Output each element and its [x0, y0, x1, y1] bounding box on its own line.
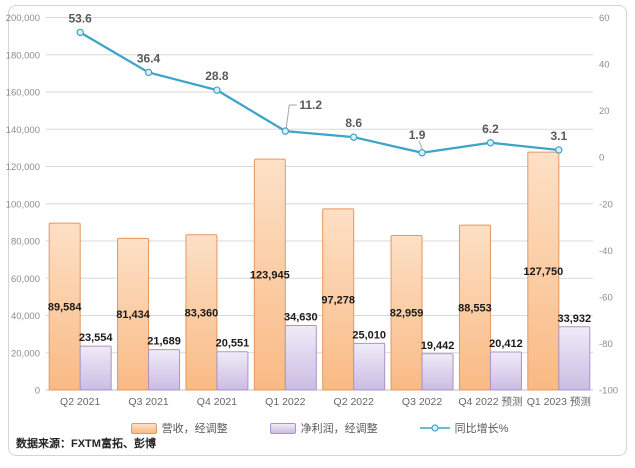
revenue-value-label: 127,750: [523, 266, 563, 278]
growth-line-swatch-icon: [419, 424, 450, 432]
left-axis-tick-label: 0: [35, 386, 40, 397]
legend-label-revenue: 营收，经调整: [161, 423, 228, 435]
category-label: Q1 2022: [265, 396, 305, 408]
bar-revenue: [458, 224, 491, 391]
bar-revenue: [117, 237, 150, 391]
bar-net-profit: [148, 349, 181, 391]
right-axis-tick-label: 0: [599, 153, 604, 164]
net-profit-value-label: 20,551: [216, 338, 250, 350]
growth-value-label: 8.6: [345, 116, 362, 130]
revenue-value-label: 97,278: [321, 294, 355, 306]
category-label: Q2 2021: [60, 396, 100, 408]
bar-net-profit: [284, 325, 317, 391]
left-axis-tick-label: 100,000: [6, 199, 40, 210]
left-axis-tick-label: 80,000: [11, 237, 40, 248]
right-axis-tick-label: 40: [599, 60, 610, 71]
bar-net-profit: [489, 351, 522, 391]
right-axis-tick-label: -40: [599, 246, 613, 257]
category-label: Q4 2021: [197, 396, 237, 408]
growth-marker-icon: [555, 146, 563, 154]
revenue-value-label: 89,584: [48, 302, 83, 314]
growth-marker-icon: [418, 149, 426, 157]
legend-label-net-profit: 净利润，经调整: [300, 423, 378, 435]
legend-item-net-profit: 净利润，经调整: [269, 420, 378, 436]
net-profit-swatch-icon: [269, 422, 296, 434]
bar-revenue: [48, 222, 81, 391]
legend-label-growth: 同比增长%: [454, 423, 509, 435]
growth-marker-icon: [486, 139, 495, 147]
bar-revenue: [322, 208, 355, 391]
bar-net-profit: [79, 345, 112, 391]
left-axis-tick-label: 180,000: [6, 50, 40, 61]
revenue-value-label: 83,360: [185, 307, 219, 319]
right-axis-tick-label: -60: [599, 292, 613, 303]
callout-leader-line: [418, 140, 423, 150]
left-axis-tick-label: 20,000: [11, 348, 40, 359]
left-axis-tick-label: 140,000: [6, 125, 40, 136]
left-axis-tick-label: 160,000: [6, 88, 40, 99]
bar-revenue: [253, 158, 286, 391]
right-axis-tick-label: -100: [599, 386, 618, 397]
bar-net-profit: [216, 351, 249, 391]
bar-revenue: [185, 234, 218, 391]
net-profit-value-label: 20,412: [489, 338, 523, 350]
right-axis-tick-label: -80: [599, 339, 613, 350]
growth-marker-icon: [76, 28, 84, 37]
growth-marker-icon: [213, 86, 221, 94]
bar-net-profit: [558, 326, 591, 391]
category-label: Q4 2022 预测: [458, 395, 522, 408]
source-note: 数据来源：FXTM富拓、彭博: [16, 438, 156, 450]
right-axis-tick-label: -20: [599, 199, 613, 210]
legend-item-growth: 同比增长%: [419, 420, 509, 436]
left-axis-tick-label: 200,000: [6, 13, 40, 24]
category-label: Q3 2022: [402, 396, 442, 408]
left-axis-tick-label: 40,000: [11, 311, 40, 322]
growth-marker-icon: [144, 68, 153, 77]
net-profit-value-label: 19,442: [421, 340, 455, 352]
revenue-swatch-icon: [130, 422, 157, 434]
revenue-value-label: 123,945: [250, 270, 290, 282]
revenue-value-label: 81,434: [116, 309, 151, 321]
category-label: Q3 2021: [128, 396, 168, 408]
growth-value-label: 28.8: [205, 69, 229, 83]
net-profit-value-label: 25,010: [352, 329, 386, 341]
growth-value-label: 11.2: [299, 98, 322, 112]
callout-leader-line: [285, 104, 297, 129]
category-label: Q2 2022: [334, 396, 374, 408]
category-label: Q1 2023 预测: [527, 395, 591, 408]
left-axis-tick-label: 60,000: [11, 274, 40, 285]
bar-revenue: [390, 234, 423, 391]
left-axis-tick-label: 120,000: [6, 162, 40, 173]
bar-revenue: [527, 151, 560, 391]
bar-net-profit: [353, 342, 386, 391]
growth-value-label: 1.9: [409, 128, 426, 142]
bar-net-profit: [421, 353, 454, 391]
growth-value-label: 6.2: [482, 122, 499, 136]
net-profit-value-label: 21,689: [147, 336, 181, 348]
growth-value-label: 53.6: [69, 11, 93, 25]
growth-marker-icon: [281, 127, 290, 135]
net-profit-value-label: 34,630: [284, 312, 318, 324]
growth-value-label: 3.1: [550, 129, 567, 143]
growth-value-label: 36.4: [137, 51, 161, 65]
right-axis-tick-label: 60: [599, 13, 610, 24]
growth-marker-icon: [349, 133, 358, 141]
net-profit-value-label: 23,554: [79, 332, 114, 344]
net-profit-value-label: 33,932: [557, 313, 591, 325]
growth-line: [79, 31, 559, 154]
revenue-value-label: 88,553: [458, 303, 492, 315]
revenue-value-label: 82,959: [390, 308, 424, 320]
chart-legend: 营收，经调整 净利润，经调整 同比增长%: [46, 419, 593, 437]
right-axis-tick-label: 20: [599, 106, 610, 117]
legend-item-revenue: 营收，经调整: [130, 420, 228, 436]
